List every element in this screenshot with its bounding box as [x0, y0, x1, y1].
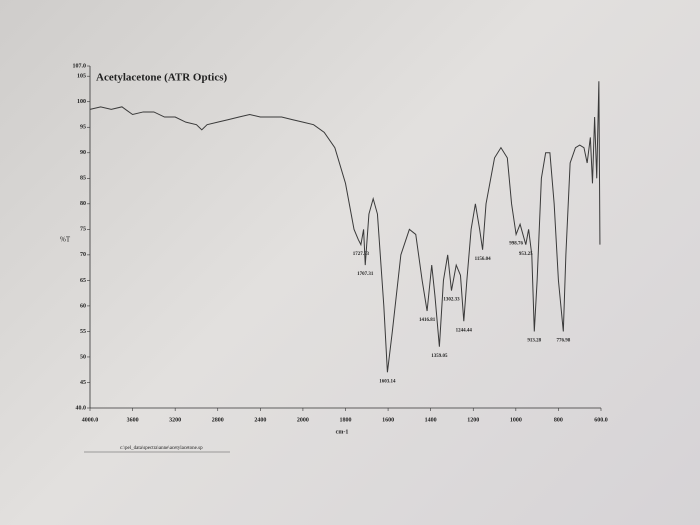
peak-label: 1244.44	[456, 328, 473, 333]
peak-label: 998.76	[509, 242, 523, 247]
peak-label: 1156.04	[475, 257, 491, 262]
spectrum-line	[89, 81, 601, 373]
x-tick-label: 4000.0	[82, 417, 99, 423]
x-tick-label: 3600	[127, 417, 139, 423]
y-tick-label: 100	[77, 99, 86, 105]
y-tick-label: 90	[80, 150, 86, 156]
y-tick-label: 45	[80, 380, 86, 386]
peak-label: 1707.31	[357, 272, 374, 277]
chart-title: Acetylacetone (ATR Optics)	[96, 72, 227, 84]
y-tick-label: 75	[80, 227, 86, 233]
x-tick-label: 800	[554, 417, 563, 423]
y-tick-label: 70	[80, 252, 86, 258]
peak-label: 776.98	[556, 339, 570, 344]
y-tick-label: 85	[80, 176, 86, 182]
y-axis-label: %T	[60, 236, 71, 244]
x-tick-label: 2000	[297, 417, 309, 423]
x-tick-label: 1600	[382, 417, 394, 423]
peak-label: 913.28	[527, 339, 541, 344]
peak-label: 1727.73	[353, 252, 370, 257]
x-tick-label: 1000	[510, 417, 522, 423]
y-tick-label: 105	[77, 74, 86, 80]
peak-label: 1603.14	[379, 379, 396, 384]
y-tick-label: 95	[80, 125, 86, 131]
x-tick-label: 1200	[467, 417, 479, 423]
peak-label: 1302.33	[443, 298, 460, 303]
x-tick-label: 2800	[212, 417, 224, 423]
peak-label: 1416.81	[419, 318, 436, 323]
file-path: c:\pel_data\spectra\anne\acetylacetone.s…	[120, 446, 203, 451]
x-tick-label: 1400	[425, 417, 437, 423]
y-tick-label: 65	[80, 278, 86, 284]
y-tick-label: 107.0	[73, 63, 87, 69]
x-axis-label: cm-1	[336, 429, 349, 435]
y-tick-label: 40.0	[76, 405, 87, 411]
y-tick-label: 60	[80, 303, 86, 309]
y-tick-label: 55	[80, 329, 86, 335]
x-tick-label: 3200	[169, 417, 181, 423]
x-tick-label: 600.0	[594, 417, 608, 423]
peak-label: 1359.05	[431, 354, 448, 359]
x-tick-label: 1800	[340, 417, 352, 423]
y-tick-label: 50	[80, 354, 86, 360]
y-tick-label: 80	[80, 201, 86, 207]
peak-label: 953.25	[519, 252, 533, 257]
x-tick-label: 2400	[254, 417, 266, 423]
